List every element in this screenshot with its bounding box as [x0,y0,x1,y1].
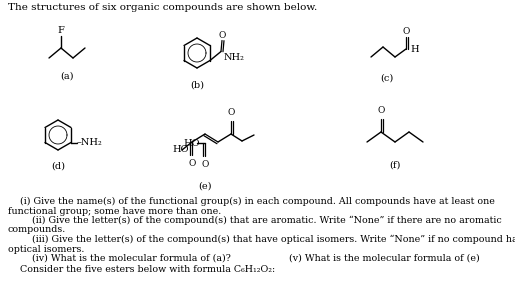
Text: (iii) Give the letter(s) of the compound(s) that have optical isomers. Write “No: (iii) Give the letter(s) of the compound… [8,235,515,244]
Text: NH₂: NH₂ [224,53,245,62]
Text: (v) What is the molecular formula of (e): (v) What is the molecular formula of (e) [265,254,480,263]
Text: (e): (e) [198,182,212,191]
Text: (c): (c) [381,74,393,83]
Text: (a): (a) [60,72,74,81]
Text: O: O [188,159,196,168]
Text: (d): (d) [51,162,65,171]
Text: Consider the five esters below with formula C₆H₁₂O₂:: Consider the five esters below with form… [8,266,275,275]
Text: (iv) What is the molecular formula of (a)?: (iv) What is the molecular formula of (a… [8,254,231,263]
Text: O: O [377,106,385,115]
Text: (b): (b) [190,81,204,90]
Text: (ii) Give the letter(s) of the compound(s) that are aromatic. Write “None” if th: (ii) Give the letter(s) of the compound(… [8,216,502,225]
Text: HO: HO [172,145,188,154]
Text: F: F [58,26,64,35]
Text: optical isomers.: optical isomers. [8,245,84,254]
Text: (f): (f) [389,161,401,170]
Text: H: H [410,45,419,53]
Text: O: O [402,27,410,36]
Text: functional group; some have more than one.: functional group; some have more than on… [8,206,221,216]
Text: The structures of six organic compounds are shown below.: The structures of six organic compounds … [8,3,317,12]
Text: O: O [201,160,209,169]
Text: HO: HO [183,139,199,147]
Text: O: O [218,30,226,39]
Text: compounds.: compounds. [8,225,66,235]
Text: O: O [227,108,235,117]
Text: –NH₂: –NH₂ [77,138,102,147]
Text: (i) Give the name(s) of the functional group(s) in each compound. All compounds : (i) Give the name(s) of the functional g… [8,197,495,206]
